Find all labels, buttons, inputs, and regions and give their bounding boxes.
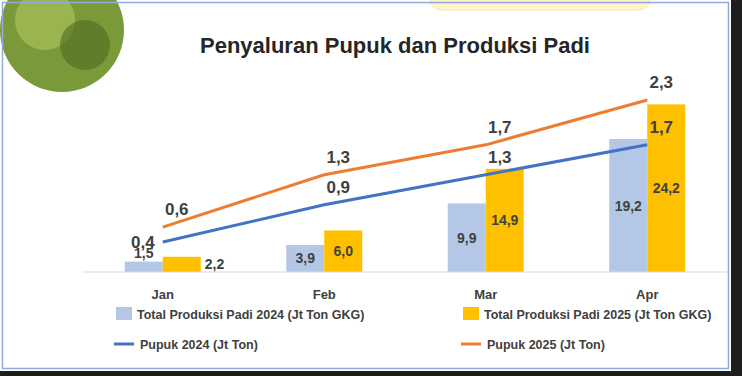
category-label: Mar (474, 287, 497, 302)
data-label: 1,3 (326, 148, 350, 167)
bar (448, 203, 486, 272)
legend-swatch (461, 343, 481, 346)
bar (286, 245, 324, 272)
axis-line (82, 272, 728, 273)
data-label: 9,9 (457, 230, 477, 246)
category-label: Apr (636, 287, 658, 302)
data-label: 2,2 (205, 256, 225, 272)
rice-image-detail (60, 20, 110, 70)
data-label: 19,2 (615, 198, 642, 214)
category-label: Jan (152, 287, 174, 302)
bar (324, 230, 362, 272)
rice-image (0, 0, 124, 92)
data-label: 1,3 (488, 148, 512, 167)
data-label: 0,4 (131, 233, 155, 252)
data-label: 1,7 (649, 118, 673, 137)
data-label: 6,0 (334, 243, 354, 259)
legend-swatch (116, 307, 132, 320)
bar (647, 104, 685, 272)
marks (125, 100, 686, 272)
bar (125, 262, 163, 272)
data-label: 2,3 (649, 73, 673, 92)
legend-swatch (114, 343, 134, 346)
chart: Penyaluran Pupuk dan Produksi Padi Jan Feb… (0, 0, 742, 376)
data-label: 0,9 (326, 178, 350, 197)
labels: JanFebMarApr1,53,99,919,22,26,014,924,20… (131, 73, 680, 302)
data-label: 3,9 (296, 250, 316, 266)
bar (486, 169, 524, 272)
decoration (430, 0, 650, 10)
frame (3, 3, 729, 369)
legend-swatch (463, 307, 479, 320)
data-label: 14,9 (491, 212, 518, 228)
legend-label: Pupuk 2025 (Jt Ton) (487, 338, 605, 352)
bar (163, 257, 201, 272)
legend-label: Total Produksi Padi 2024 (Jt Ton GKG) (137, 308, 364, 322)
data-label: 0,6 (165, 200, 189, 219)
legend-label: Pupuk 2024 (Jt Ton) (140, 338, 258, 352)
category-label: Feb (313, 287, 336, 302)
rice-image-bg (0, 0, 124, 92)
line (163, 100, 648, 227)
title: Penyaluran Pupuk dan Produksi Padi (200, 33, 590, 58)
data-label: 1,7 (488, 118, 512, 137)
legend-label: Total Produksi Padi 2025 (Jt Ton GKG) (484, 308, 711, 322)
legend: Total Produksi Padi 2024 (Jt Ton GKG) Tot… (114, 307, 711, 352)
bar (609, 139, 647, 272)
data-label: 24,2 (653, 180, 680, 196)
